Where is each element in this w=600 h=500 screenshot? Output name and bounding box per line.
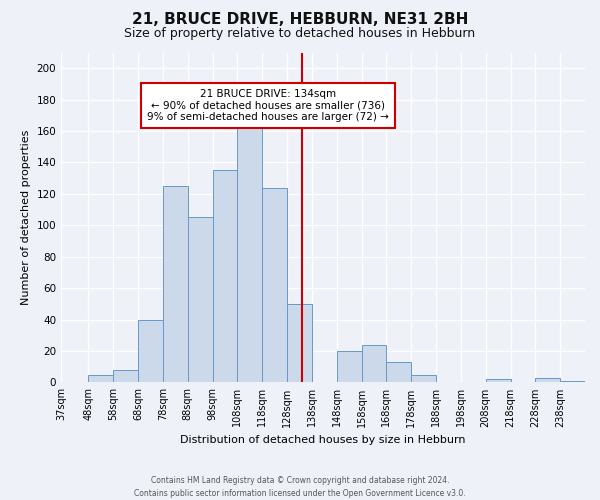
Bar xyxy=(386,362,411,382)
Bar xyxy=(411,374,436,382)
Bar xyxy=(212,170,238,382)
Bar xyxy=(287,304,312,382)
Bar xyxy=(113,370,138,382)
Text: Size of property relative to detached houses in Hebburn: Size of property relative to detached ho… xyxy=(124,28,476,40)
Bar xyxy=(188,218,212,382)
Bar xyxy=(485,380,511,382)
X-axis label: Distribution of detached houses by size in Hebburn: Distribution of detached houses by size … xyxy=(181,435,466,445)
Bar xyxy=(163,186,188,382)
Text: Contains HM Land Registry data © Crown copyright and database right 2024.
Contai: Contains HM Land Registry data © Crown c… xyxy=(134,476,466,498)
Text: 21, BRUCE DRIVE, HEBBURN, NE31 2BH: 21, BRUCE DRIVE, HEBBURN, NE31 2BH xyxy=(132,12,468,28)
Bar xyxy=(337,351,362,382)
Bar xyxy=(362,344,386,383)
Bar xyxy=(560,381,585,382)
Bar xyxy=(238,123,262,382)
Bar xyxy=(262,188,287,382)
Bar xyxy=(535,378,560,382)
Y-axis label: Number of detached properties: Number of detached properties xyxy=(21,130,31,305)
Text: 21 BRUCE DRIVE: 134sqm
← 90% of detached houses are smaller (736)
9% of semi-det: 21 BRUCE DRIVE: 134sqm ← 90% of detached… xyxy=(147,89,389,122)
Bar xyxy=(138,320,163,382)
Bar xyxy=(88,374,113,382)
